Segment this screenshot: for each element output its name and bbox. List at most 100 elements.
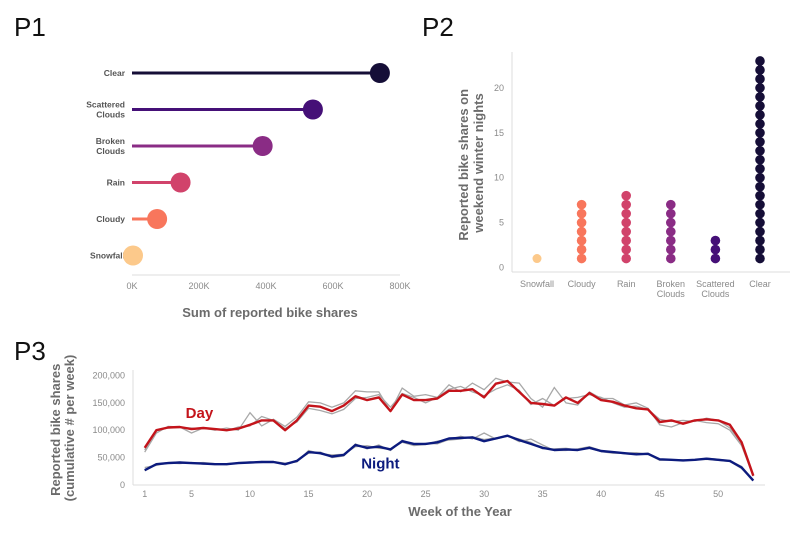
panel-tag-p3: P3 xyxy=(14,336,46,366)
p2-category-label-cloudy: Cloudy xyxy=(568,279,597,289)
p2-dot-cloudy-1 xyxy=(577,254,587,264)
p2-dot-rain-6 xyxy=(621,209,631,219)
p1-x-tick-label: 0K xyxy=(126,281,137,291)
p2-dot-clear-23 xyxy=(755,56,765,66)
p3-y-tick-label: 150,000 xyxy=(92,398,125,408)
p2-dot-cloudy-4 xyxy=(577,227,587,237)
p3-y-axis-title-line-1: Reported bike shares xyxy=(48,364,63,496)
p3-x-tick-label: 15 xyxy=(304,489,314,499)
p2-y-axis-title: Reported bike shares on weekend winter n… xyxy=(456,85,486,240)
p2-dot-cloudy-5 xyxy=(577,218,587,228)
p2-dot-rain-8 xyxy=(621,191,631,201)
p2-dot-clear-7 xyxy=(755,200,765,210)
p1-category-label-clear: Clear xyxy=(104,68,126,78)
p2-dot-scattered-clouds-1 xyxy=(711,254,721,264)
p1-x-tick-label: 400K xyxy=(255,281,276,291)
p3-y-axis-title-line-2: (cumulative # per week) xyxy=(62,355,77,502)
p2-dot-clear-17 xyxy=(755,110,765,120)
p3-series-label-night: Night xyxy=(361,456,399,473)
p2-dot-clear-16 xyxy=(755,119,765,129)
p3-x-axis-title: Week of the Year xyxy=(408,504,512,519)
p2-dot-clear-1 xyxy=(755,254,765,264)
p1-category-label-scattered-clouds: Scattered Clouds xyxy=(86,100,125,120)
p2-dot-cloudy-7 xyxy=(577,200,587,210)
figure-canvas: P1 P2 P3 0K 200K 400K 600K 800K Clear Scatter… xyxy=(0,0,800,533)
p2-dot-clear-11 xyxy=(755,164,765,174)
p3-reference-line-4 xyxy=(145,433,754,481)
p2-dot-clear-21 xyxy=(755,74,765,84)
p1-category-label-cloudy: Cloudy xyxy=(96,214,125,224)
p2-category-label-scattered-clouds: Scattered Clouds xyxy=(696,279,735,299)
p2-dot-cloudy-6 xyxy=(577,209,587,219)
p3-series-label-day: Day xyxy=(186,405,214,422)
p2-dot-broken-clouds-3 xyxy=(666,236,676,246)
p2-dot-clear-14 xyxy=(755,137,765,147)
p2-dot-clear-10 xyxy=(755,173,765,183)
p2-dot-cloudy-2 xyxy=(577,245,587,255)
p2-y-axis-title-line-1: Reported bike shares on xyxy=(456,89,471,241)
p2-dot-broken-clouds-7 xyxy=(666,200,676,210)
p3-y-tick-label: 0 xyxy=(120,480,125,490)
p2-dot-rain-1 xyxy=(621,254,631,264)
p1-lollipop-chart: 0K 200K 400K 600K 800K Clear Scattered Clouds B… xyxy=(86,63,410,320)
p2-dot-broken-clouds-2 xyxy=(666,245,676,255)
p1-x-tick-label: 600K xyxy=(322,281,343,291)
p2-dot-rain-4 xyxy=(621,227,631,237)
p1-dot-cloudy xyxy=(147,209,167,229)
p2-dot-snowfall-1 xyxy=(533,254,542,263)
p1-dot-clear xyxy=(370,63,390,83)
p1-dot-broken-clouds xyxy=(253,136,273,156)
p3-x-tick-label: 50 xyxy=(713,489,723,499)
p3-x-tick-label: 25 xyxy=(421,489,431,499)
p2-dot-clear-3 xyxy=(755,236,765,246)
p2-category-label-snowfall: Snowfall xyxy=(520,279,554,289)
p2-y-tick-label: 0 xyxy=(499,263,504,273)
p1-dot-scattered-clouds xyxy=(303,100,323,120)
p2-dot-clear-9 xyxy=(755,182,765,192)
p2-dot-clear-20 xyxy=(755,83,765,93)
p2-y-axis-title-line-2: weekend winter nights xyxy=(471,93,486,233)
p2-dot-clear-5 xyxy=(755,218,765,228)
p3-x-tick-label: 45 xyxy=(655,489,665,499)
p2-y-tick-label: 5 xyxy=(499,218,504,228)
p2-dot-clear-13 xyxy=(755,146,765,156)
p3-x-tick-label: 10 xyxy=(245,489,255,499)
panel-tag-p2: P2 xyxy=(422,12,454,42)
p1-x-tick-label: 800K xyxy=(389,281,410,291)
p2-category-label-broken-clouds: Broken Clouds xyxy=(657,279,686,299)
p2-dot-chart: 0 5 10 15 20 Snowfall Cloudy Rain Broken Clouds S… xyxy=(456,52,790,299)
p2-dot-clear-15 xyxy=(755,128,765,138)
p3-x-tick-label: 5 xyxy=(189,489,194,499)
panel-tag-p1: P1 xyxy=(14,12,46,42)
p3-x-tick-label: 30 xyxy=(479,489,489,499)
p1-dot-snowfall xyxy=(123,246,143,266)
p2-dot-rain-5 xyxy=(621,218,631,228)
p2-y-tick-label: 15 xyxy=(494,128,504,138)
p3-x-tick-label: 40 xyxy=(596,489,606,499)
p2-dot-clear-12 xyxy=(755,155,765,165)
p2-dot-rain-2 xyxy=(621,245,631,255)
p3-x-tick-label: 20 xyxy=(362,489,372,499)
p2-dot-broken-clouds-4 xyxy=(666,227,676,237)
p2-dot-clear-18 xyxy=(755,101,765,111)
p2-dot-cloudy-3 xyxy=(577,236,587,246)
p2-dot-scattered-clouds-2 xyxy=(711,245,721,255)
p2-dot-clear-4 xyxy=(755,227,765,237)
p3-y-tick-label: 100,000 xyxy=(92,425,125,435)
p2-dot-clear-6 xyxy=(755,209,765,219)
p2-category-label-rain: Rain xyxy=(617,279,636,289)
p1-x-tick-label: 200K xyxy=(188,281,209,291)
p2-y-tick-label: 20 xyxy=(494,83,504,93)
p2-dot-clear-8 xyxy=(755,191,765,201)
p2-dot-clear-22 xyxy=(755,65,765,75)
p3-y-axis-title: Reported bike shares (cumulative # per w… xyxy=(48,355,77,502)
p2-category-label-clear: Clear xyxy=(749,279,771,289)
p1-x-axis-title: Sum of reported bike shares xyxy=(182,305,358,320)
p3-line-chart: 1 5 10 15 20 25 30 35 40 45 50050,000100,000150,00… xyxy=(48,355,765,519)
p1-category-label-broken-clouds: Broken Clouds xyxy=(96,136,126,156)
p2-dot-broken-clouds-6 xyxy=(666,209,676,219)
p3-x-tick-label: 35 xyxy=(538,489,548,499)
p2-dot-clear-19 xyxy=(755,92,765,102)
p3-y-tick-label: 50,000 xyxy=(97,453,125,463)
p2-dot-rain-7 xyxy=(621,200,631,210)
